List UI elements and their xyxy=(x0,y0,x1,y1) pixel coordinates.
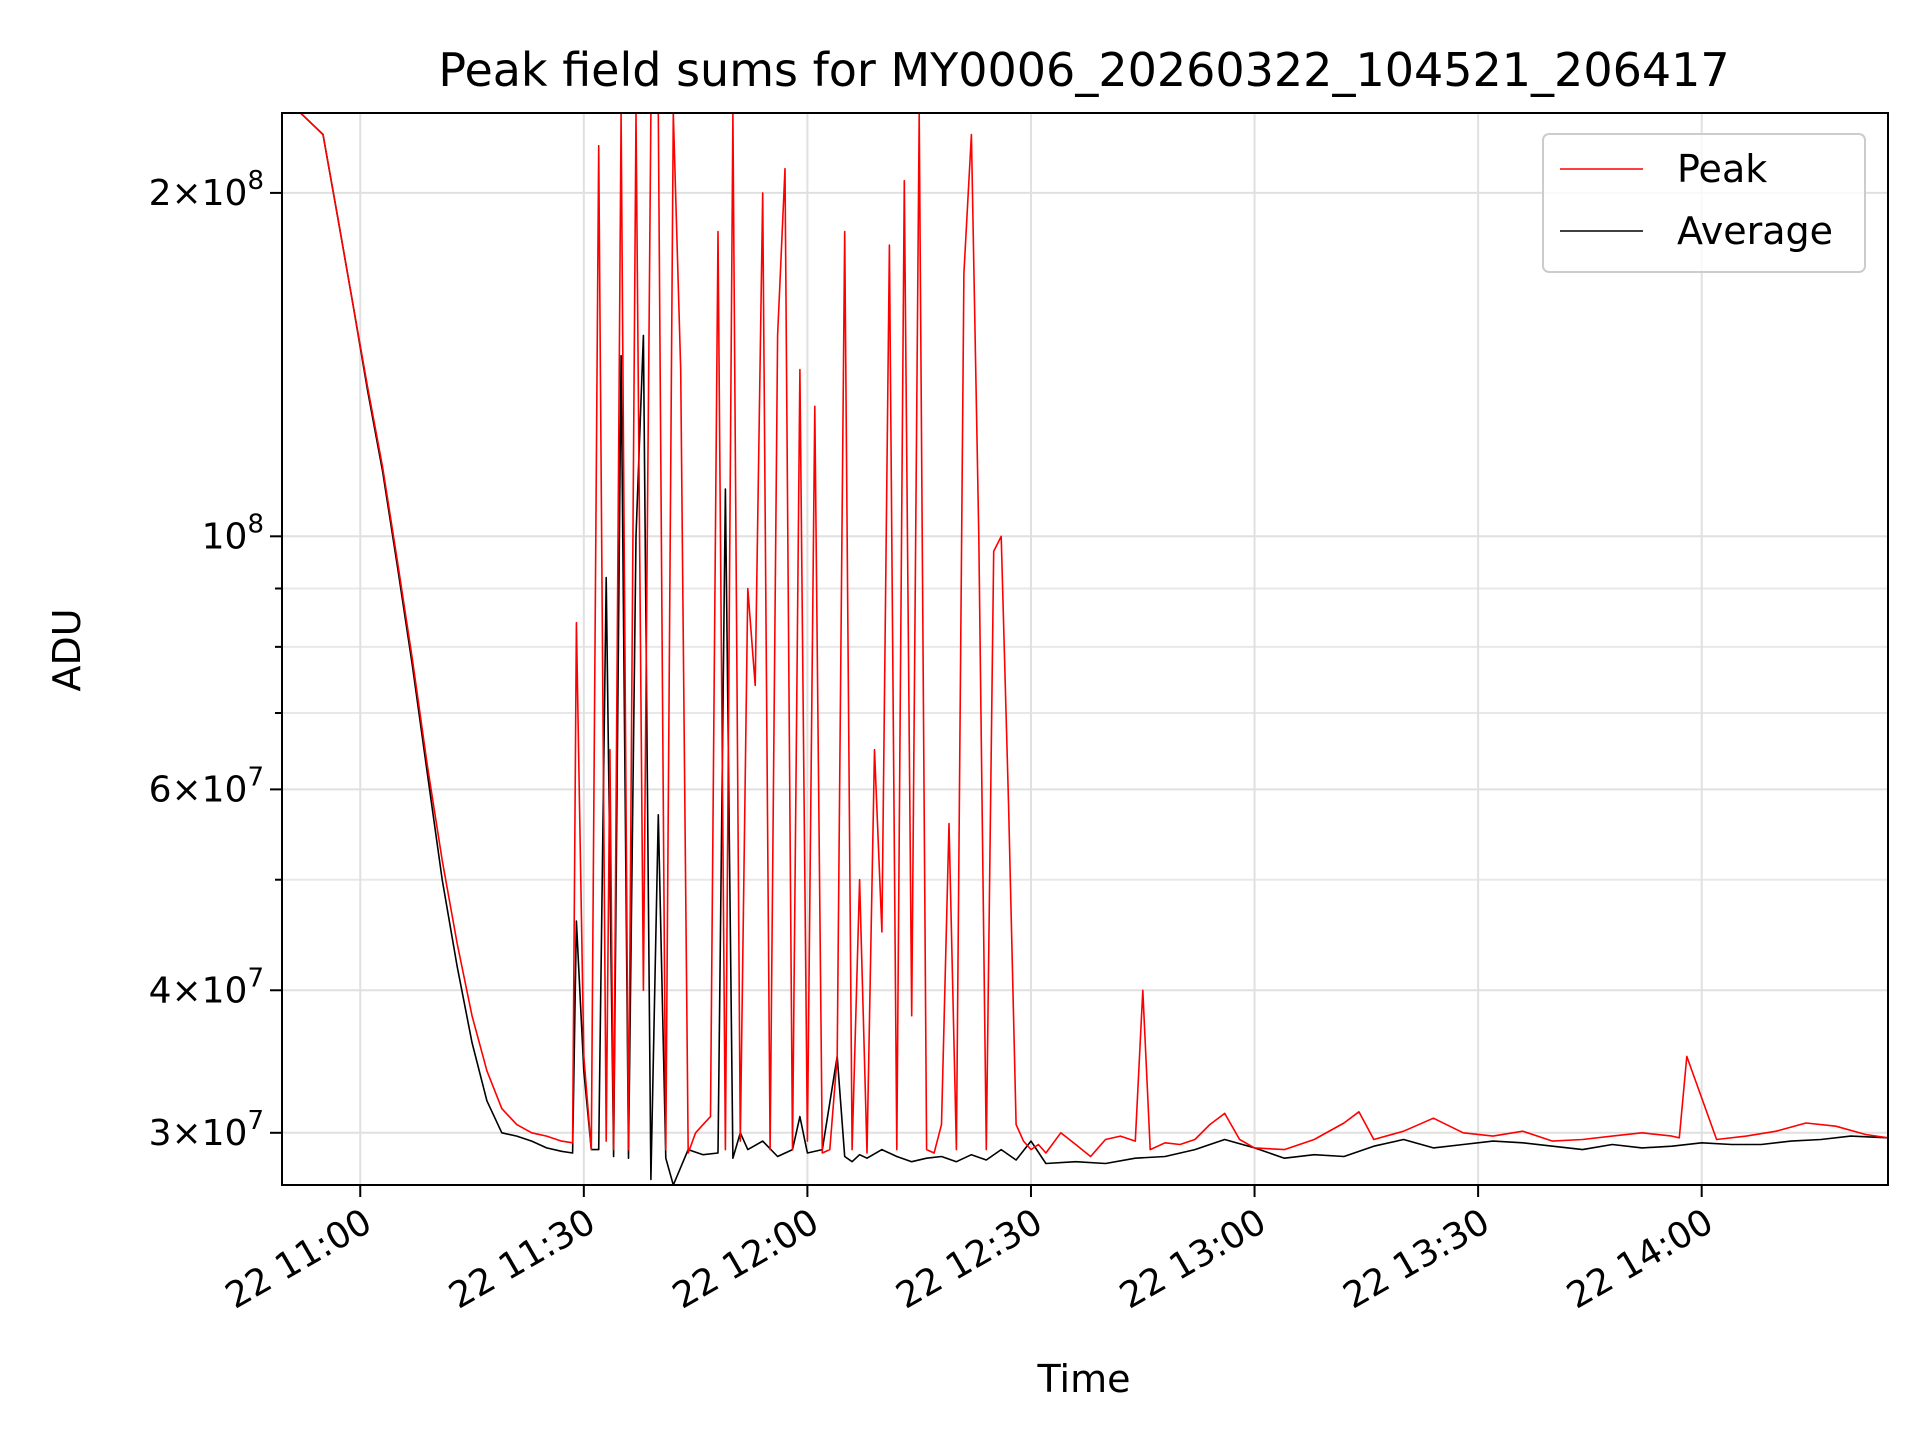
x-tick-label: 22 13:00 xyxy=(1113,1201,1273,1317)
y-tick-label: 6×107 xyxy=(149,762,264,810)
x-axis: 22 11:00 22 11:30 22 12:00 22 12:30 22 13:00… xyxy=(219,1185,1720,1317)
x-tick-label: 22 13:30 xyxy=(1337,1201,1497,1317)
y-tick-label: 3×107 xyxy=(149,1106,264,1154)
y-tick-label: 108 xyxy=(202,509,264,557)
x-tick-label: 22 12:30 xyxy=(890,1201,1050,1317)
x-tick-label: 22 11:30 xyxy=(442,1201,602,1317)
x-tick-label: 22 11:00 xyxy=(219,1201,379,1317)
x-axis-label: Time xyxy=(1037,1357,1131,1401)
series-layer xyxy=(282,113,1888,1185)
plot-frame xyxy=(281,112,1889,1186)
legend-label-peak: Peak xyxy=(1677,147,1767,191)
series-line-peak xyxy=(282,113,1888,1158)
y-tick-label: 4×107 xyxy=(149,963,264,1011)
y-axis: 3×107 4×107 6×107 108 2×108 xyxy=(149,166,282,1154)
chart-title: Peak field sums for MY0006_20260322_1045… xyxy=(438,43,1729,97)
grid xyxy=(282,113,1888,1185)
y-tick-label: 2×108 xyxy=(149,166,264,214)
series-line-average xyxy=(282,113,1888,1185)
y-axis-label: ADU xyxy=(45,608,89,691)
x-tick-label: 22 12:00 xyxy=(666,1201,826,1317)
x-tick-label: 22 14:00 xyxy=(1560,1201,1720,1317)
legend: Peak Average xyxy=(1542,133,1866,273)
legend-label-average: Average xyxy=(1677,209,1833,253)
